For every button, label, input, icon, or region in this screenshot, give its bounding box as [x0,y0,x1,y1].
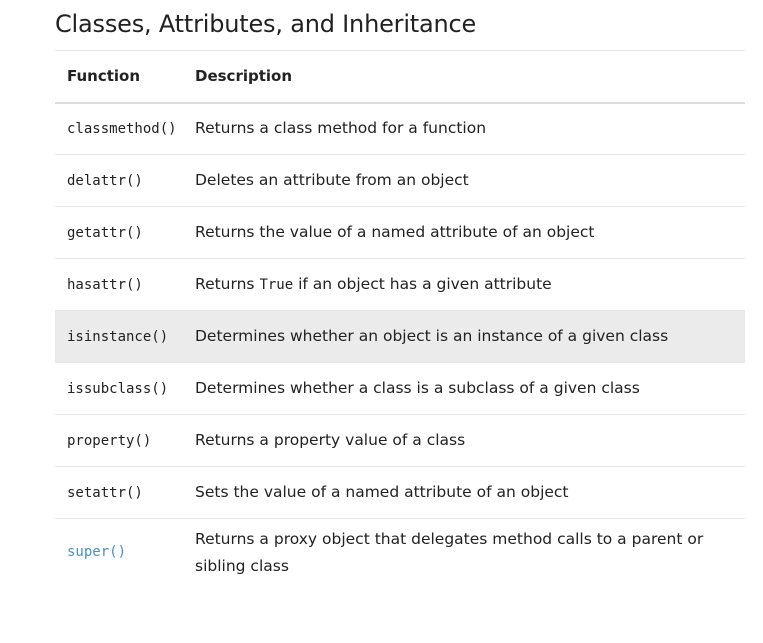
function-description: Returns a class method for a function [195,119,487,138]
description-text: Returns [195,274,255,293]
function-description: Determines whether a class is a subclass… [195,379,640,397]
function-name: getattr() [67,224,143,241]
function-name: issubclass() [67,380,169,397]
column-header-function: Function [67,67,141,86]
function-name: delattr() [67,172,143,189]
column-header-description: Description [195,67,293,86]
super-link[interactable]: super() [67,543,127,560]
table-row: super() Returns a proxy object that dele… [55,519,745,585]
function-description: Returns a proxy object that delegates me… [195,529,704,575]
table-row: delattr() Deletes an attribute from an o… [55,155,745,207]
function-name: setattr() [67,484,143,501]
table-row: issubclass() Determines whether a class … [55,363,745,415]
function-name: hasattr() [67,276,143,293]
table-row: getattr() Returns the value of a named a… [55,207,745,259]
table-row: property() Returns a property value of a… [55,415,745,467]
functions-table: Function Description classmethod() Retur… [55,50,745,585]
function-description: Returns a property value of a class [195,431,466,449]
function-description: Sets the value of a named attribute of a… [195,483,569,501]
table-row: classmethod() Returns a class method for… [55,103,745,155]
section-title: Classes, Attributes, and Inheritance [55,10,477,38]
function-name: isinstance() [67,328,169,345]
function-name: property() [67,432,152,449]
function-description: Returns True if an object has a given at… [195,259,745,311]
function-description: Determines whether an object is an insta… [195,327,669,345]
function-name-cell: super() [55,519,195,585]
function-description: Returns the value of a named attribute o… [195,223,595,241]
inline-code: True [259,276,294,293]
function-description: Deletes an attribute from an object [195,171,469,189]
function-name: classmethod() [67,120,177,137]
table-header-row: Function Description [55,51,745,103]
table-row: hasattr() Returns True if an object has … [55,259,745,311]
table-row-highlighted: isinstance() Determines whether an objec… [55,310,745,363]
description-text: if an object has a given attribute [298,274,552,293]
table-row: setattr() Sets the value of a named attr… [55,467,745,519]
